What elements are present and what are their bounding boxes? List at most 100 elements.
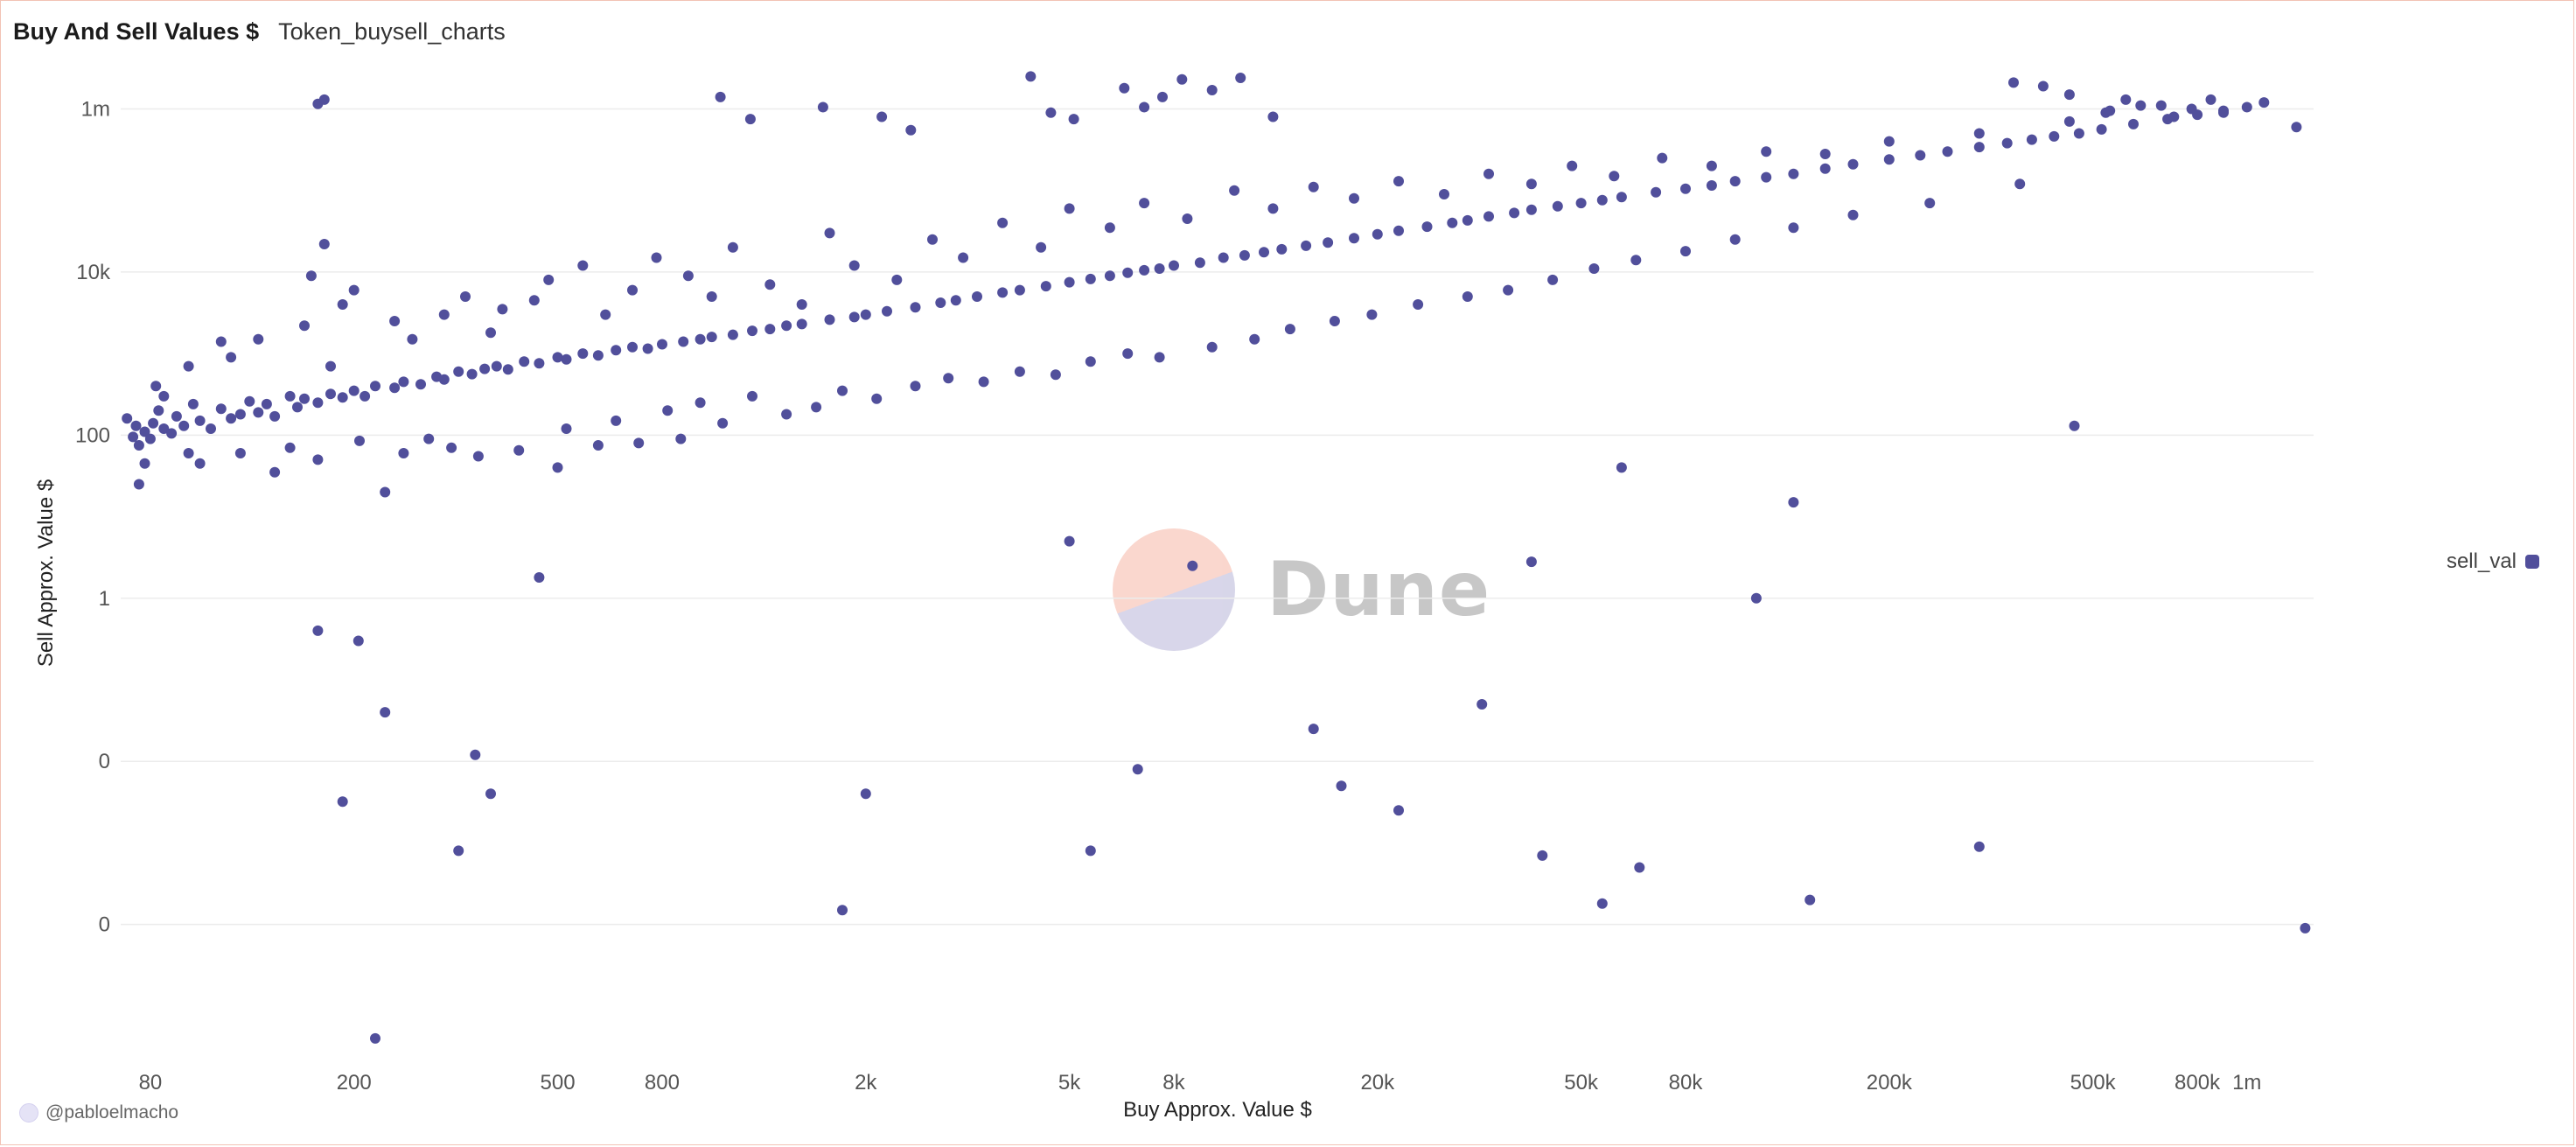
scatter-point[interactable] <box>1329 316 1340 326</box>
scatter-point[interactable] <box>1085 845 1096 857</box>
scatter-point[interactable] <box>1045 107 1057 118</box>
scatter-point[interactable] <box>651 252 662 263</box>
scatter-point[interactable] <box>479 363 491 374</box>
scatter-point[interactable] <box>284 390 296 402</box>
scatter-point[interactable] <box>910 381 921 392</box>
scatter-point[interactable] <box>2014 178 2026 190</box>
scatter-point[interactable] <box>2128 118 2139 129</box>
scatter-point[interactable] <box>1064 203 1075 214</box>
scatter-point[interactable] <box>848 311 860 323</box>
scatter-point[interactable] <box>781 320 792 332</box>
scatter-point[interactable] <box>717 417 729 429</box>
scatter-point[interactable] <box>2291 122 2302 133</box>
scatter-point[interactable] <box>2258 97 2270 108</box>
scatter-point[interactable] <box>1421 221 1433 233</box>
scatter-point[interactable] <box>905 124 917 136</box>
scatter-point[interactable] <box>534 572 545 583</box>
scatter-point[interactable] <box>1194 257 1205 269</box>
scatter-point[interactable] <box>1924 198 1936 209</box>
scatter-point[interactable] <box>1206 85 1218 95</box>
scatter-point[interactable] <box>1761 146 1772 157</box>
scatter-point[interactable] <box>1847 209 1859 220</box>
scatter-point[interactable] <box>158 390 170 402</box>
scatter-point[interactable] <box>706 332 717 343</box>
scatter-point[interactable] <box>253 333 264 345</box>
scatter-point[interactable] <box>1462 214 1473 226</box>
scatter-point[interactable] <box>485 788 496 800</box>
scatter-point[interactable] <box>407 333 418 345</box>
scatter-point[interactable] <box>1596 194 1608 206</box>
scatter-point[interactable] <box>128 431 139 443</box>
scatter-point[interactable] <box>423 433 435 444</box>
scatter-point[interactable] <box>675 433 687 444</box>
scatter-point[interactable] <box>848 260 860 271</box>
scatter-point[interactable] <box>269 410 281 422</box>
scatter-point[interactable] <box>2205 94 2216 105</box>
scatter-point[interactable] <box>1462 291 1473 302</box>
scatter-point[interactable] <box>354 435 365 446</box>
scatter-point[interactable] <box>1259 247 1269 258</box>
scatter-point[interactable] <box>1064 276 1075 288</box>
scatter-point[interactable] <box>1609 171 1620 182</box>
scatter-point[interactable] <box>678 336 689 347</box>
scatter-point[interactable] <box>1393 805 1404 816</box>
scatter-point[interactable] <box>1805 894 1816 906</box>
scatter-point[interactable] <box>657 339 667 350</box>
query-name[interactable]: Token_buysell_charts <box>278 17 506 45</box>
scatter-point[interactable] <box>150 381 162 392</box>
scatter-point[interactable] <box>299 320 310 332</box>
scatter-point[interactable] <box>534 358 545 369</box>
scatter-point[interactable] <box>1085 356 1096 367</box>
scatter-point[interactable] <box>122 413 133 424</box>
scatter-point[interactable] <box>1634 862 1645 873</box>
scatter-point[interactable] <box>1068 114 1079 125</box>
scatter-point[interactable] <box>325 360 336 372</box>
scatter-point[interactable] <box>226 352 237 363</box>
scatter-point[interactable] <box>206 423 216 434</box>
scatter-point[interactable] <box>876 111 888 122</box>
scatter-point[interactable] <box>1706 180 1717 191</box>
scatter-point[interactable] <box>561 423 572 434</box>
scatter-point[interactable] <box>292 402 303 413</box>
scatter-point[interactable] <box>1267 111 1279 122</box>
scatter-point[interactable] <box>1154 352 1165 363</box>
scatter-point[interactable] <box>682 270 694 282</box>
scatter-point[interactable] <box>1509 207 1520 219</box>
scatter-point[interactable] <box>1567 160 1578 171</box>
scatter-point[interactable] <box>662 405 674 416</box>
scatter-point[interactable] <box>1229 185 1240 196</box>
scatter-point[interactable] <box>2135 100 2147 111</box>
scatter-point[interactable] <box>1139 264 1150 276</box>
scatter-point[interactable] <box>860 788 871 800</box>
chart-legend[interactable]: sell_val <box>2447 549 2539 574</box>
scatter-point[interactable] <box>337 392 348 403</box>
scatter-point[interactable] <box>627 341 638 353</box>
scatter-point[interactable] <box>1729 176 1741 187</box>
scatter-point[interactable] <box>1040 281 1051 292</box>
scatter-point[interactable] <box>1235 73 1246 83</box>
scatter-point[interactable] <box>380 486 391 498</box>
scatter-point[interactable] <box>2063 115 2075 127</box>
scatter-point[interactable] <box>398 448 409 458</box>
scatter-point[interactable] <box>2069 420 2080 431</box>
scatter-point[interactable] <box>882 305 892 317</box>
scatter-point[interactable] <box>491 360 502 372</box>
scatter-point[interactable] <box>312 454 324 465</box>
scatter-point[interactable] <box>1729 234 1741 245</box>
scatter-point[interactable] <box>305 270 317 282</box>
scatter-point[interactable] <box>1169 260 1179 271</box>
scatter-point[interactable] <box>764 324 776 335</box>
scatter-point[interactable] <box>502 364 513 375</box>
scatter-point[interactable] <box>695 397 706 409</box>
scatter-point[interactable] <box>715 91 726 102</box>
scatter-point[interactable] <box>824 227 835 239</box>
scatter-point[interactable] <box>561 353 572 365</box>
scatter-point[interactable] <box>1119 82 1130 94</box>
scatter-point[interactable] <box>837 905 848 916</box>
scatter-point[interactable] <box>1336 780 1347 792</box>
scatter-point[interactable] <box>727 241 738 253</box>
scatter-point[interactable] <box>171 410 182 422</box>
scatter-point[interactable] <box>552 462 563 473</box>
scatter-point[interactable] <box>360 390 371 402</box>
scatter-point[interactable] <box>1139 101 1150 113</box>
